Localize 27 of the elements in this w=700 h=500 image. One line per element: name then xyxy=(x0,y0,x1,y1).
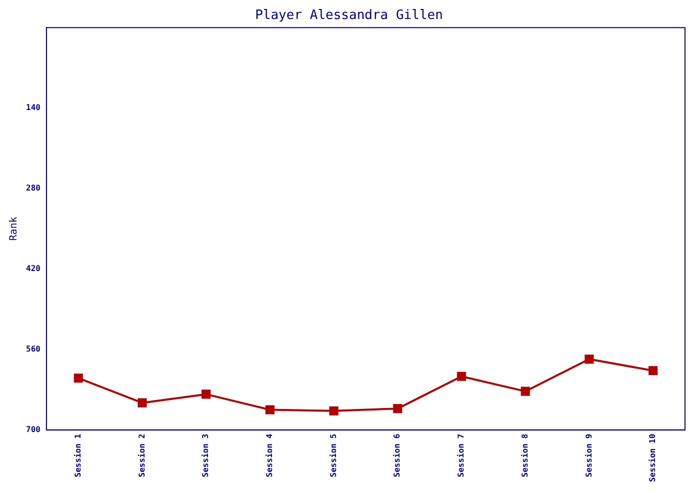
y-tick-label: 280 xyxy=(26,184,41,193)
point xyxy=(584,354,594,364)
point xyxy=(138,398,147,408)
point xyxy=(74,374,83,383)
point xyxy=(265,405,274,414)
x-tick-label: Session 10 xyxy=(648,434,658,482)
point xyxy=(456,372,466,381)
point xyxy=(648,366,658,376)
y-axis-title: Rank xyxy=(8,216,20,241)
x-tick-label: Session 5 xyxy=(328,434,338,478)
x-tick-label: Session 3 xyxy=(201,434,210,478)
point xyxy=(202,390,211,399)
y-tick-label: 700 xyxy=(26,424,41,434)
point xyxy=(520,386,530,396)
y-tick-label: 140 xyxy=(26,103,41,112)
point xyxy=(393,404,402,414)
chart-title: Player Alessandra Gillen xyxy=(255,8,443,24)
point xyxy=(329,406,338,416)
x-tick-label: Session 7 xyxy=(456,434,466,478)
x-tick-label: Session 6 xyxy=(392,434,402,478)
x-tick-label: Session 2 xyxy=(137,434,146,478)
x-tick-label: Session 4 xyxy=(265,434,274,478)
x-tick-label: Session 1 xyxy=(73,434,82,478)
x-tick-label: Session 8 xyxy=(520,434,530,478)
x-tick-label: Session 9 xyxy=(584,434,594,478)
y-tick-label: 560 xyxy=(26,344,41,354)
y-tick-label: 420 xyxy=(26,264,41,274)
